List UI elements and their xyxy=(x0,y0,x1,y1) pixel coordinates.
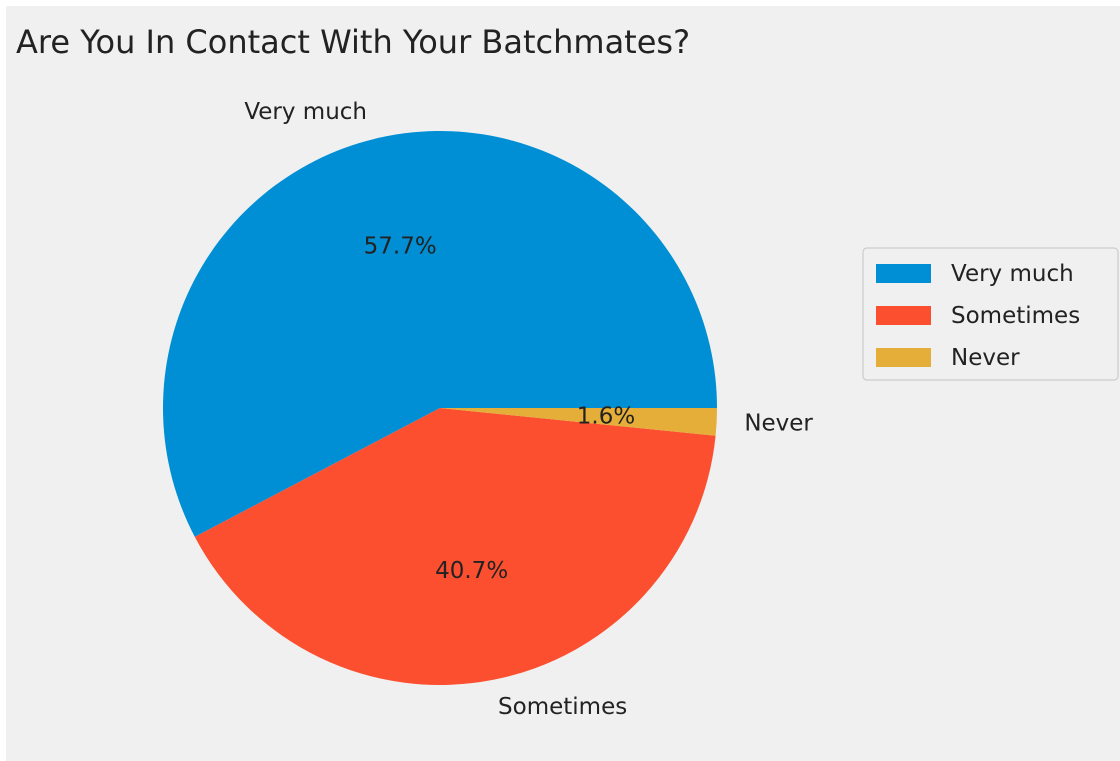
legend: Very much Sometimes Never xyxy=(862,247,1119,381)
legend-swatch-never xyxy=(876,348,931,367)
pie-category-label-sometimes: Sometimes xyxy=(498,694,627,720)
pie-slice-very-much xyxy=(162,130,717,537)
pie-slice-never xyxy=(440,408,717,436)
legend-swatch-very-much xyxy=(876,264,931,283)
pie-value-label-never: 1.6% xyxy=(577,403,635,429)
pie-category-label-very-much: Very much xyxy=(244,99,367,125)
legend-label-sometimes: Sometimes xyxy=(951,303,1080,329)
pie-value-label-sometimes: 40.7% xyxy=(435,558,508,584)
chart-figure: Are You In Contact With Your Batchmates?… xyxy=(6,6,1120,761)
legend-label-never: Never xyxy=(951,345,1020,371)
pie-value-label-very-much: 57.7% xyxy=(364,234,437,260)
pie-chart: Are You In Contact With Your Batchmates?… xyxy=(16,23,1119,720)
chart-title: Are You In Contact With Your Batchmates? xyxy=(16,23,690,61)
legend-label-very-much: Very much xyxy=(951,261,1074,287)
legend-swatch-sometimes xyxy=(876,306,931,325)
pie-labels: 57.7% Very much 40.7% Sometimes 1.6% Never xyxy=(244,99,813,720)
pie-category-label-never: Never xyxy=(744,410,813,436)
pie-slice-sometimes xyxy=(194,408,716,685)
pie-slices xyxy=(162,130,717,685)
